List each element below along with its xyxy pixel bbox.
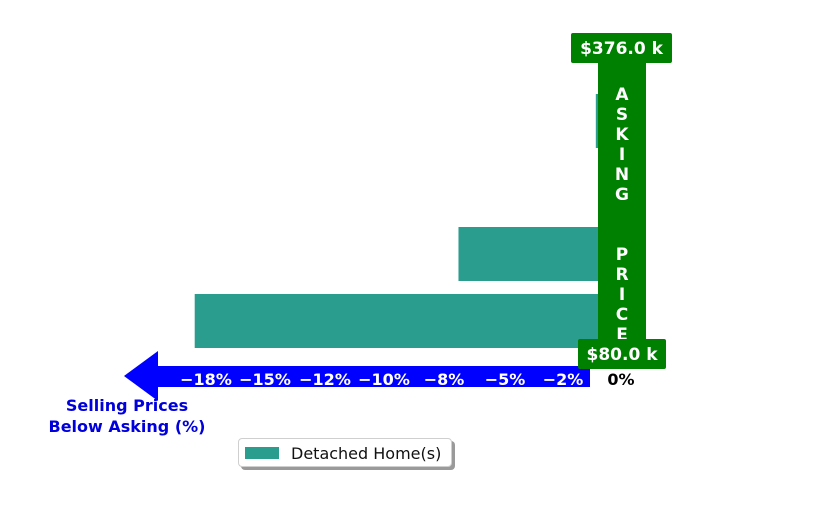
bar-row-2 — [458, 227, 598, 281]
legend: Detached Home(s) — [238, 438, 452, 467]
asking-price-min-badge — [578, 339, 666, 369]
asking-price-max-badge — [571, 33, 672, 63]
x-tick-label: −10% — [358, 370, 410, 389]
x-axis-arrow — [124, 351, 590, 401]
bar-row-3 — [595, 94, 598, 148]
bars-group — [194, 94, 598, 348]
x-tick-label: −18% — [180, 370, 232, 389]
x-tick-label: −12% — [299, 370, 351, 389]
legend-swatch-detached-homes — [245, 447, 279, 459]
asking-price-bar — [598, 62, 646, 340]
x-tick-label: −5% — [485, 370, 526, 389]
x-axis-label: Selling Prices Below Asking (%) — [49, 396, 206, 436]
asking-price-max-value: $376.0 k — [580, 39, 664, 59]
x-tick-label: −15% — [239, 370, 291, 389]
bar-row-1 — [194, 294, 598, 348]
legend-label-detached-homes: Detached Home(s) — [291, 444, 442, 463]
x-axis — [124, 351, 590, 401]
asking-price-min-value: $80.0 k — [587, 345, 659, 365]
x-tick-label: 0% — [607, 370, 634, 389]
x-tick-labels: −18% −15% −12% −10% −8% −5% −2% 0% — [180, 370, 634, 389]
x-tick-label: −8% — [424, 370, 465, 389]
x-tick-label: −2% — [543, 370, 584, 389]
